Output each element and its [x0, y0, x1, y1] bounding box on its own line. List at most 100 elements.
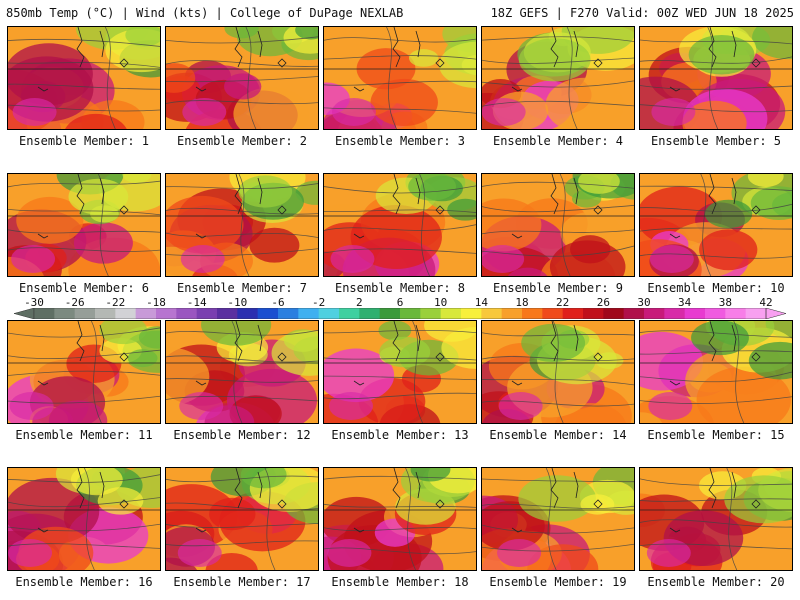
- map-field: [482, 468, 634, 570]
- colorbar-tick-label: 22: [556, 296, 570, 309]
- colorbar-right-arrow: [765, 308, 786, 319]
- temperature-map: [165, 173, 319, 277]
- map-field: [640, 321, 792, 423]
- map-field: [166, 468, 318, 570]
- colorbar-swatch: [176, 308, 198, 319]
- colorbar-swatch: [34, 308, 55, 319]
- ensemble-member-label: Ensemble Member: 7: [176, 281, 308, 295]
- colorbar-swatch: [420, 308, 442, 319]
- colorbar-swatch: [644, 308, 665, 319]
- colorbar-swatch: [522, 308, 543, 319]
- map-field: [482, 321, 634, 423]
- ensemble-member-label: Ensemble Member: 12: [173, 428, 311, 442]
- ensemble-member-label: Ensemble Member: 4: [492, 134, 624, 148]
- colorbar-swatch: [74, 308, 96, 319]
- colorbar-tick-label: -18: [146, 296, 166, 309]
- header: 850mb Temp (°C) | Wind (kts) | College o…: [0, 0, 800, 24]
- temperature-map: [323, 173, 477, 277]
- ensemble-member-label: Ensemble Member: 14: [489, 428, 627, 442]
- colorbar-swatch: [400, 308, 421, 319]
- colorbar-swatch: [461, 308, 482, 319]
- colorbar-tick-label: 30: [637, 296, 651, 309]
- colorbar-tick-label: 14: [474, 296, 488, 309]
- colorbar-swatch: [440, 308, 462, 319]
- map-field: [166, 27, 318, 129]
- ensemble-member-label: Ensemble Member: 18: [331, 575, 469, 589]
- temperature-map: [639, 467, 793, 571]
- header-right-title: 18Z GEFS | F270 Valid: 00Z WED JUN 18 20…: [490, 6, 794, 20]
- colorbar-swatch: [603, 308, 625, 319]
- map-field: [324, 321, 476, 423]
- map-field: [324, 27, 476, 129]
- temperature-map: [639, 173, 793, 277]
- colorbar-tick-label: -10: [227, 296, 248, 309]
- colorbar-swatch: [318, 308, 340, 319]
- ensemble-member-label: Ensemble Member: 20: [647, 575, 785, 589]
- temperature-map: [639, 26, 793, 130]
- map-field: [324, 468, 476, 570]
- colorbar-tick-label: -30: [24, 296, 44, 309]
- temperature-map: [323, 467, 477, 571]
- colorbar-swatch: [217, 308, 238, 319]
- ensemble-member-label: Ensemble Member: 10: [647, 281, 785, 295]
- map-field: [482, 174, 634, 276]
- colorbar-tick-label: -26: [64, 296, 85, 309]
- map-field: [8, 321, 160, 423]
- map-field: [166, 321, 318, 423]
- colorbar-swatch: [359, 308, 381, 319]
- ensemble-member-label: Ensemble Member: 5: [650, 134, 782, 148]
- colorbar-swatch: [725, 308, 747, 319]
- map-field: [482, 27, 634, 129]
- ensemble-member-label: Ensemble Member: 1: [18, 134, 150, 148]
- colorbar-swatch: [196, 308, 218, 319]
- colorbar-swatch: [583, 308, 604, 319]
- colorbar-swatch: [481, 308, 503, 319]
- colorbar-left-arrow: [14, 308, 35, 319]
- colorbar-tick-label: 42: [759, 296, 773, 309]
- colorbar-swatch: [298, 308, 320, 319]
- temperature-colorbar: -30 -26 -22 -18 -14 -10 -6 -2 2 6 10 14 18 22 26 30 34 38…: [14, 296, 786, 320]
- map-field: [640, 27, 792, 129]
- ensemble-member-label: Ensemble Member: 2: [176, 134, 308, 148]
- colorbar-tick-label: 6: [396, 296, 404, 309]
- colorbar-tick-label: -6: [271, 296, 285, 309]
- map-field: [166, 174, 318, 276]
- colorbar-tick-labels: -30 -26 -22 -18 -14 -10 -6 -2 2 6 10 14 18 22 26 30 34 38…: [14, 296, 786, 309]
- colorbar-swatch: [542, 308, 564, 319]
- ensemble-member-label: Ensemble Member: 8: [334, 281, 466, 295]
- ensemble-member-label: Ensemble Member: 9: [492, 281, 624, 295]
- temperature-map: [323, 320, 477, 424]
- ensemble-member-label: Ensemble Member: 13: [331, 428, 469, 442]
- colorbar-swatch: [705, 308, 726, 319]
- header-left-title: 850mb Temp (°C) | Wind (kts) | College o…: [6, 6, 404, 20]
- ensemble-member-label: Ensemble Member: 6: [18, 281, 150, 295]
- colorbar-swatch: [339, 308, 360, 319]
- temperature-map: [7, 173, 161, 277]
- colorbar-swatch: [115, 308, 137, 319]
- ensemble-member-label: Ensemble Member: 11: [15, 428, 153, 442]
- temperature-map: [481, 26, 635, 130]
- colorbar-tick-label: 10: [434, 296, 448, 309]
- colorbar-swatch: [379, 308, 401, 319]
- colorbar-tick-label: -2: [312, 296, 326, 309]
- temperature-map: [323, 26, 477, 130]
- temperature-map: [481, 173, 635, 277]
- temperature-map: [165, 320, 319, 424]
- colorbar-tick-label: -22: [105, 296, 126, 309]
- colorbar-swatch: [54, 308, 76, 319]
- temperature-map: [7, 467, 161, 571]
- temperature-map: [7, 26, 161, 130]
- colorbar-tick-label: 2: [356, 296, 363, 309]
- colorbar-tick-label: 38: [718, 296, 732, 309]
- colorbar-tick-label: 26: [596, 296, 610, 309]
- colorbar-swatch: [664, 308, 686, 319]
- map-field: [324, 174, 476, 276]
- colorbar-swatch: [562, 308, 584, 319]
- temperature-map: [7, 320, 161, 424]
- map-field: [8, 27, 160, 129]
- colorbar-swatch: [623, 308, 645, 319]
- colorbar-swatch: [257, 308, 279, 319]
- temperature-map: [165, 26, 319, 130]
- temperature-map: [639, 320, 793, 424]
- colorbar-swatch: [135, 308, 157, 319]
